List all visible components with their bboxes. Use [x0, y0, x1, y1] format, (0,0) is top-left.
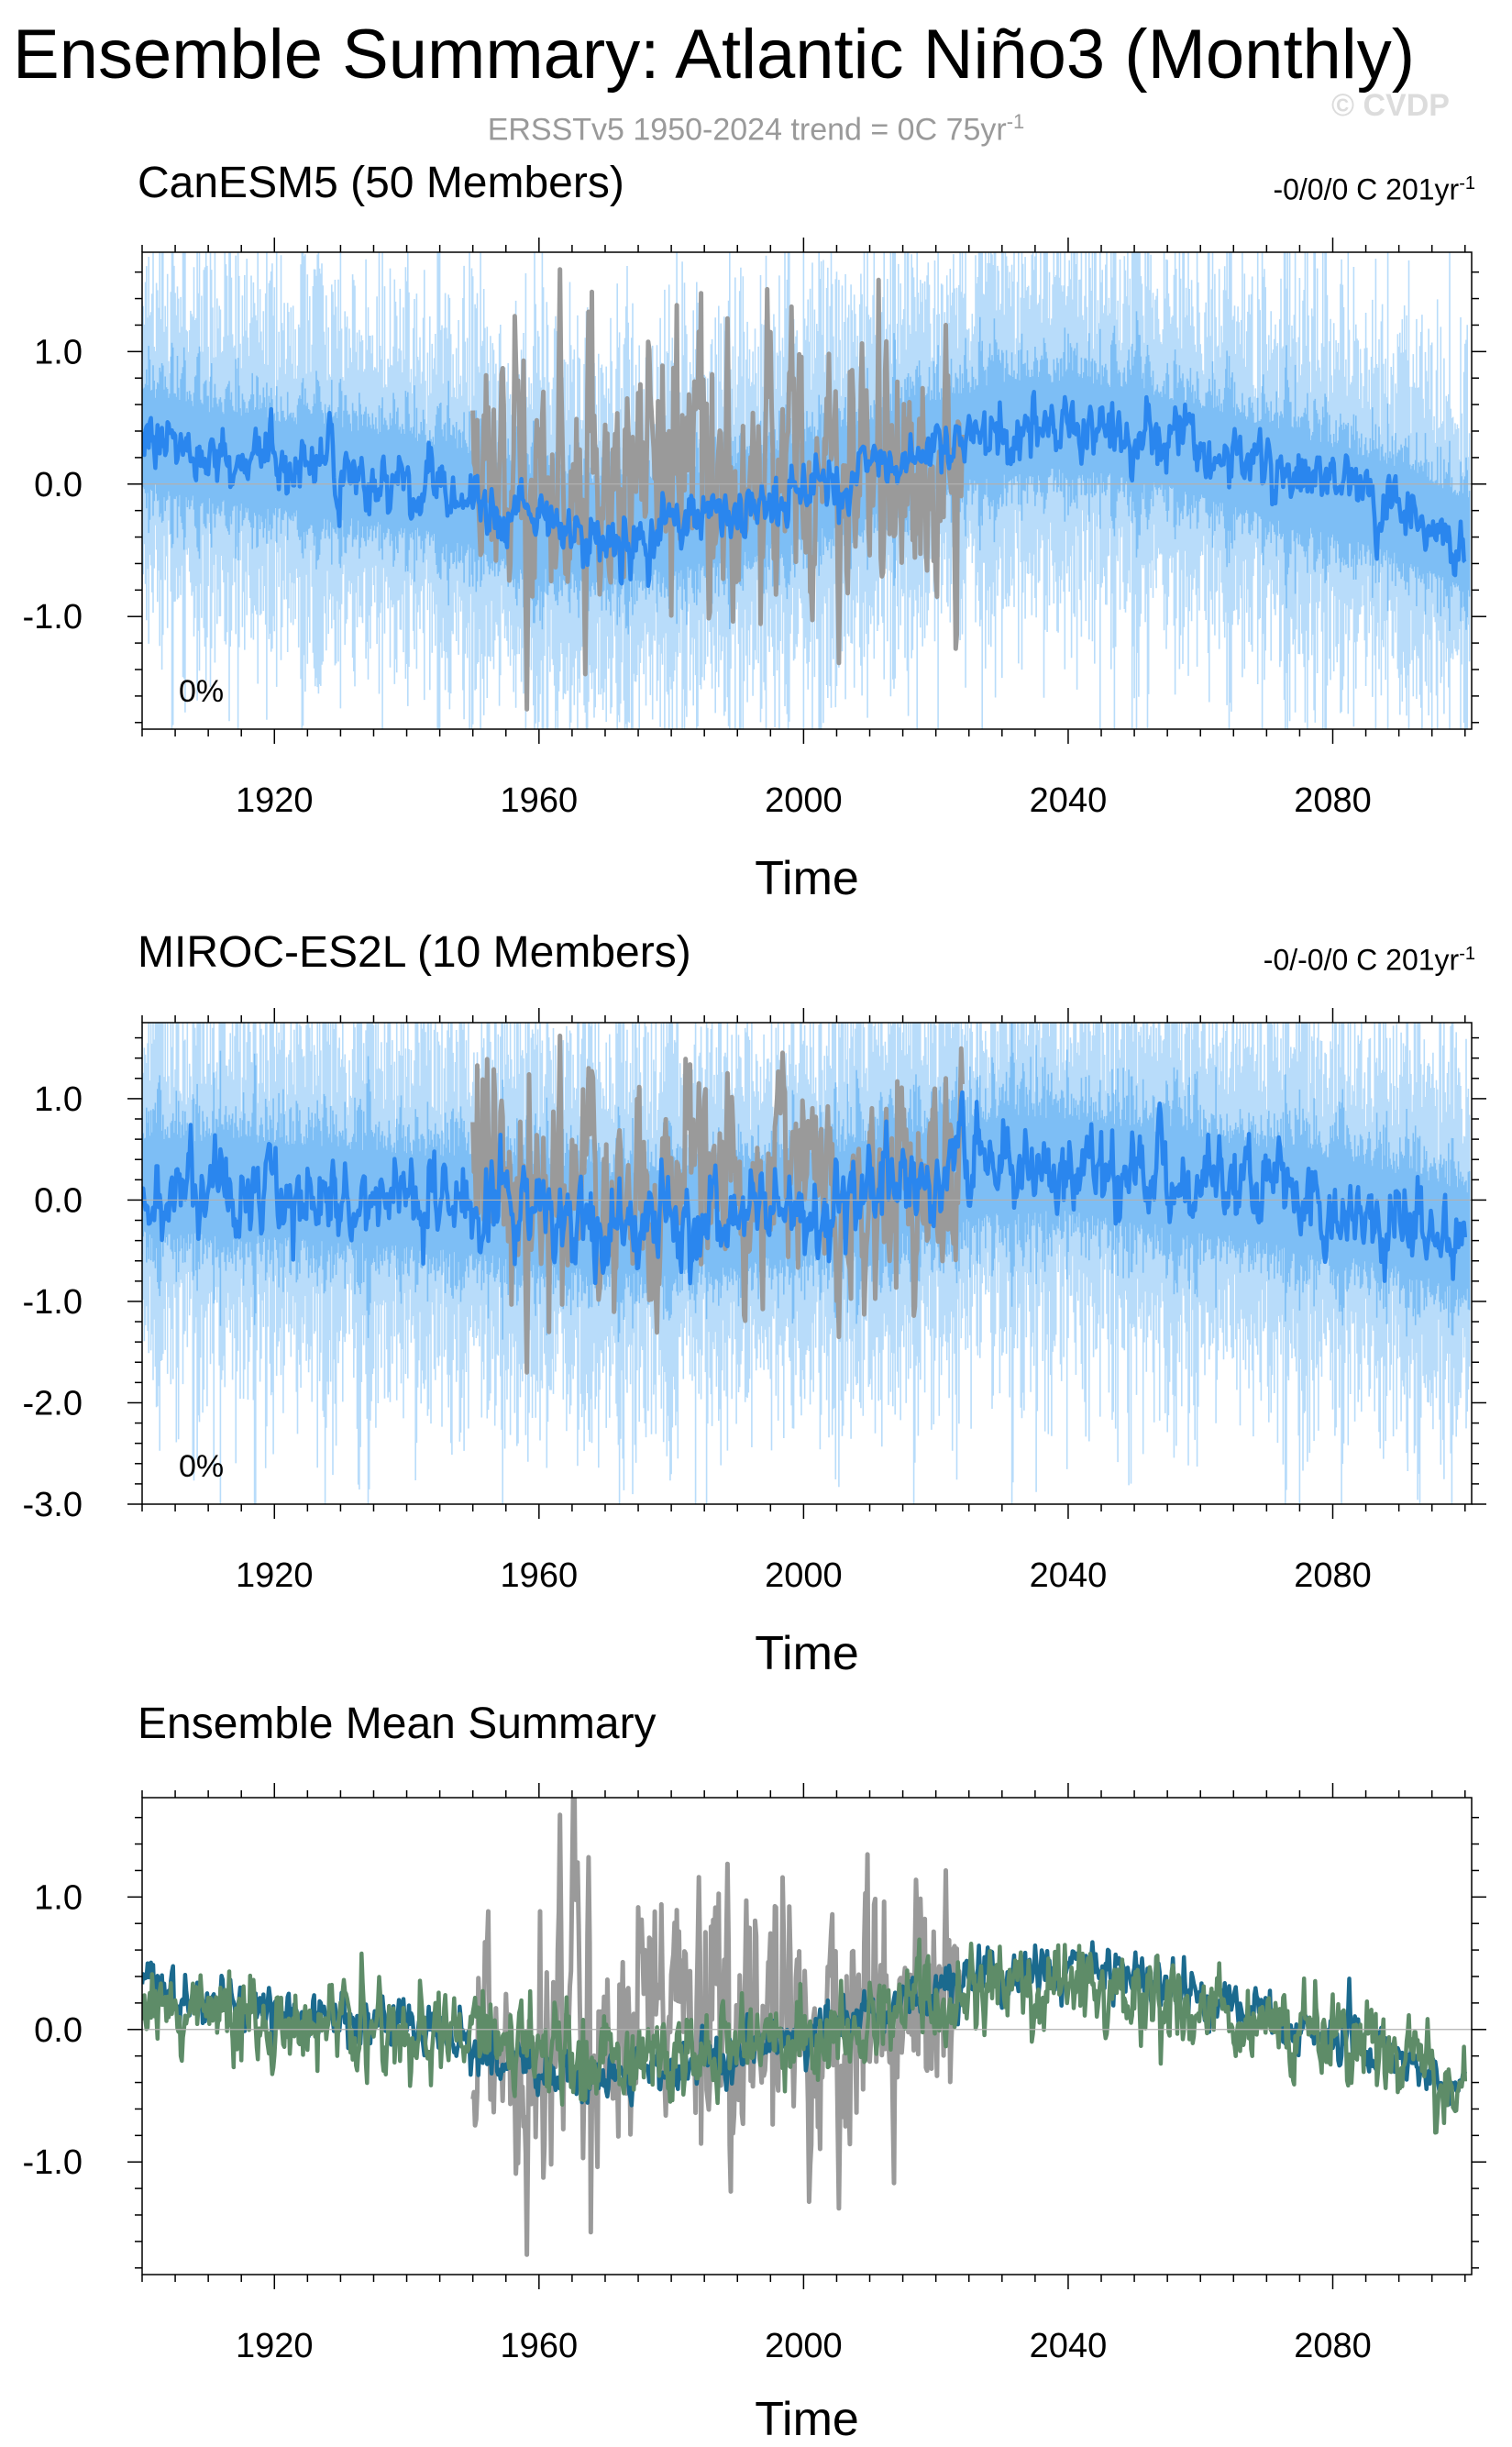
x-tick-label: 2000: [765, 2327, 843, 2365]
cvdp-watermark: © CVDP: [1331, 88, 1450, 123]
y-tick-label: -2.0: [23, 1384, 83, 1423]
plot-frame: [141, 251, 1473, 730]
x-tick-label: 2000: [765, 1556, 843, 1595]
x-tick-label: 2040: [1030, 2327, 1108, 2365]
x-tick-label: 1960: [501, 781, 579, 820]
y-tick-label: 1.0: [34, 333, 83, 371]
panel-title-canesm5: CanESM5 (50 Members): [138, 159, 624, 207]
ensemble-mean-line: [142, 1090, 1468, 1286]
x-axis-title: Time: [755, 852, 859, 905]
x-tick-label: 1920: [236, 1556, 314, 1595]
y-tick-label: 0.0: [34, 2011, 83, 2050]
x-tick-label: 2080: [1294, 781, 1372, 820]
trend-text: -0/-0/0 C 201yr: [1263, 943, 1460, 977]
x-tick-label: 2080: [1294, 1556, 1372, 1595]
chart-canesm5: 1920 1960 2000 2040 2080 1.0 0.0 -1.0 Time 0%: [23, 238, 1486, 905]
x-axis-title: Time: [755, 2393, 859, 2440]
subtitle-text: ERSSTv5 1950-2024 trend = 0C 75yr: [487, 112, 1007, 148]
panel-trend-canesm5: -0/0/0 C 201yr-1: [1273, 174, 1475, 205]
trend-text: -0/0/0 C 201yr: [1273, 172, 1460, 206]
figure-subtitle: ERSSTv5 1950-2024 trend = 0C 75yr-1: [0, 110, 1512, 148]
model-mean-line-miroc: [142, 1937, 1468, 2135]
ensemble-mean-line: [142, 390, 1467, 588]
panel-title-summary: Ensemble Mean Summary: [138, 1700, 657, 1748]
y-tick-label: -1.0: [23, 2143, 83, 2182]
y-tick-label: -1.0: [23, 598, 83, 637]
plot-frame: [141, 1797, 1473, 2275]
y-tick-label: 0.0: [34, 1181, 83, 1220]
y-tick-label: -3.0: [23, 1486, 83, 1524]
x-tick-label: 2080: [1294, 2327, 1372, 2365]
x-tick-label: 2040: [1030, 781, 1108, 820]
panel-trend-miroc: -0/-0/0 C 201yr-1: [1264, 945, 1475, 975]
observed-series-line: [470, 267, 965, 712]
y-tick-label: 1.0: [34, 1080, 83, 1119]
percent-annotation: 0%: [179, 1449, 224, 1484]
x-tick-label: 1960: [501, 2327, 579, 2365]
x-tick-label: 2040: [1030, 1556, 1108, 1595]
data-layer: [142, 252, 1471, 729]
y-tick-label: 1.0: [34, 1878, 83, 1917]
y-tick-label: 0.0: [34, 466, 83, 504]
x-tick-label: 1960: [501, 1556, 579, 1595]
subtitle-superscript: -1: [1006, 110, 1025, 133]
x-tick-label: 1920: [236, 2327, 314, 2365]
x-axis-title: Time: [755, 1627, 859, 1680]
x-tick-label: 1920: [236, 781, 314, 820]
chart-miroc: 1920 1960 2000 2040 2080 1.0 0.0 -1.0 -2.0 -3.0 Ti…: [23, 1008, 1486, 1680]
panel-title-miroc: MIROC-ES2L (10 Members): [138, 928, 691, 977]
trend-superscript: -1: [1459, 944, 1475, 964]
percent-annotation: 0%: [179, 674, 224, 709]
plot-frame: [141, 1022, 1473, 1505]
data-layer: [142, 1023, 1471, 1504]
x-tick-label: 2000: [765, 781, 843, 820]
data-layer: [142, 1798, 1468, 2257]
figure-title: Ensemble Summary: Atlantic Niño3 (Monthl…: [13, 16, 1416, 94]
chart-ensemble-mean-summary: 1920 1960 2000 2040 2080 1.0 0.0 -1.0 Time: [23, 1783, 1486, 2440]
trend-superscript: -1: [1459, 173, 1475, 194]
y-tick-label: -1.0: [23, 1283, 83, 1322]
